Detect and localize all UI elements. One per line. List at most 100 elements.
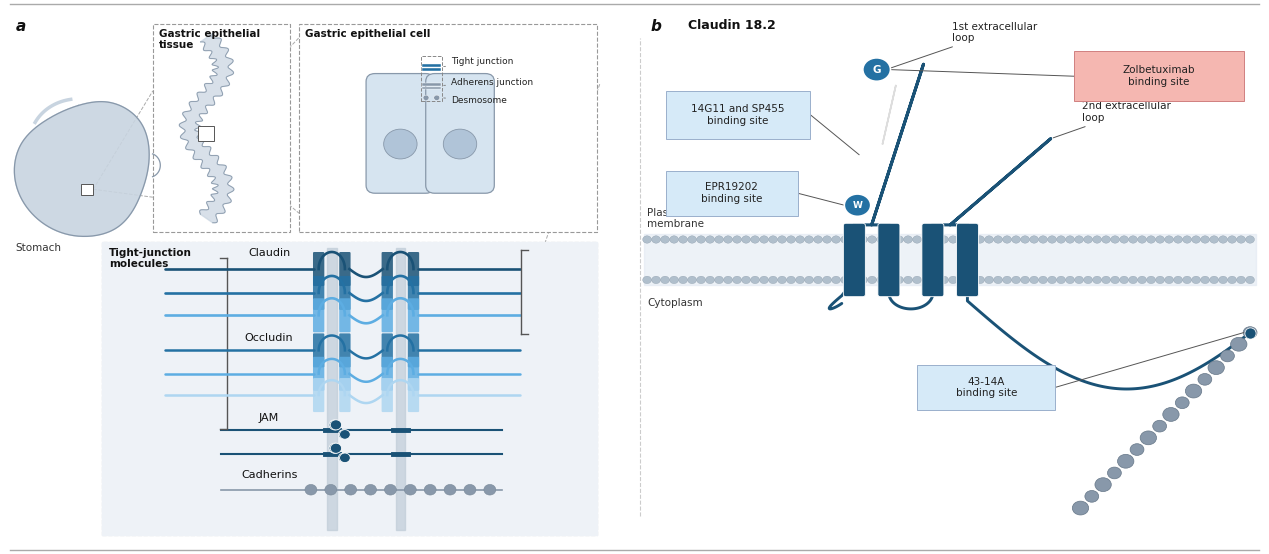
Circle shape — [1101, 276, 1110, 284]
Circle shape — [805, 236, 813, 243]
Circle shape — [1156, 276, 1165, 284]
Circle shape — [1075, 236, 1084, 243]
FancyBboxPatch shape — [313, 357, 325, 391]
Circle shape — [1147, 276, 1156, 284]
Circle shape — [1200, 236, 1209, 243]
Circle shape — [1108, 467, 1122, 479]
FancyBboxPatch shape — [407, 252, 419, 286]
FancyBboxPatch shape — [666, 91, 811, 138]
FancyBboxPatch shape — [666, 171, 798, 216]
Circle shape — [895, 236, 904, 243]
Circle shape — [904, 236, 912, 243]
Circle shape — [1237, 236, 1245, 243]
FancyBboxPatch shape — [382, 378, 393, 412]
Circle shape — [949, 236, 958, 243]
Circle shape — [670, 236, 679, 243]
FancyBboxPatch shape — [313, 252, 325, 286]
Circle shape — [1011, 236, 1020, 243]
Circle shape — [1110, 276, 1119, 284]
Circle shape — [976, 276, 985, 284]
FancyBboxPatch shape — [313, 378, 325, 412]
Circle shape — [1218, 236, 1227, 243]
Circle shape — [760, 236, 769, 243]
Circle shape — [1218, 276, 1227, 284]
FancyBboxPatch shape — [407, 276, 419, 310]
Circle shape — [688, 236, 697, 243]
Text: Claudin 18.2: Claudin 18.2 — [688, 19, 775, 32]
Circle shape — [868, 276, 877, 284]
Circle shape — [1185, 384, 1202, 398]
Circle shape — [1174, 236, 1183, 243]
FancyBboxPatch shape — [382, 276, 393, 310]
Circle shape — [769, 236, 778, 243]
Circle shape — [1048, 276, 1057, 284]
Circle shape — [741, 276, 750, 284]
Circle shape — [912, 276, 921, 284]
Circle shape — [796, 236, 805, 243]
Circle shape — [329, 443, 340, 453]
Circle shape — [1192, 276, 1200, 284]
Circle shape — [714, 276, 723, 284]
FancyBboxPatch shape — [917, 365, 1056, 410]
Circle shape — [831, 236, 840, 243]
Circle shape — [877, 276, 886, 284]
Circle shape — [930, 236, 939, 243]
Circle shape — [741, 236, 750, 243]
FancyBboxPatch shape — [407, 334, 419, 367]
Text: Claudin: Claudin — [247, 248, 291, 258]
Circle shape — [340, 430, 350, 439]
Circle shape — [339, 453, 349, 463]
Circle shape — [1131, 444, 1143, 455]
Circle shape — [1039, 276, 1047, 284]
Circle shape — [904, 276, 912, 284]
FancyBboxPatch shape — [339, 357, 350, 391]
Circle shape — [714, 236, 723, 243]
Bar — [152, 24, 291, 232]
Circle shape — [1209, 236, 1218, 243]
Circle shape — [305, 484, 317, 495]
Circle shape — [868, 236, 877, 243]
Circle shape — [1221, 350, 1235, 362]
Polygon shape — [179, 33, 233, 223]
Circle shape — [994, 276, 1003, 284]
Circle shape — [921, 276, 930, 284]
FancyBboxPatch shape — [339, 378, 350, 412]
Circle shape — [796, 276, 805, 284]
Circle shape — [1020, 236, 1029, 243]
Circle shape — [723, 276, 732, 284]
Bar — [299, 24, 598, 232]
Circle shape — [1085, 490, 1099, 502]
Circle shape — [1140, 431, 1156, 445]
FancyBboxPatch shape — [407, 357, 419, 391]
Circle shape — [1128, 236, 1137, 243]
FancyBboxPatch shape — [957, 223, 978, 297]
Circle shape — [844, 194, 871, 217]
Circle shape — [732, 276, 741, 284]
Circle shape — [364, 484, 377, 495]
Circle shape — [863, 58, 891, 81]
Circle shape — [1162, 408, 1179, 422]
Text: 2nd extracellular
loop: 2nd extracellular loop — [1053, 101, 1171, 138]
Circle shape — [850, 236, 858, 243]
Circle shape — [930, 276, 939, 284]
Text: 14G11 and SP455
binding site: 14G11 and SP455 binding site — [692, 104, 786, 126]
FancyBboxPatch shape — [1074, 51, 1244, 101]
Circle shape — [1128, 276, 1137, 284]
Circle shape — [859, 276, 868, 284]
Circle shape — [1246, 236, 1255, 243]
Circle shape — [1209, 276, 1218, 284]
Text: Cadherins: Cadherins — [241, 470, 297, 480]
Circle shape — [1029, 276, 1038, 284]
Bar — [421, 57, 442, 101]
Circle shape — [329, 420, 340, 430]
Circle shape — [1183, 276, 1192, 284]
Text: W: W — [853, 201, 863, 210]
Circle shape — [325, 484, 336, 495]
Circle shape — [1227, 236, 1236, 243]
Circle shape — [859, 236, 868, 243]
Circle shape — [1039, 236, 1047, 243]
Text: JAM: JAM — [259, 413, 279, 423]
Text: b: b — [650, 19, 661, 34]
Circle shape — [679, 276, 688, 284]
Circle shape — [813, 236, 822, 243]
